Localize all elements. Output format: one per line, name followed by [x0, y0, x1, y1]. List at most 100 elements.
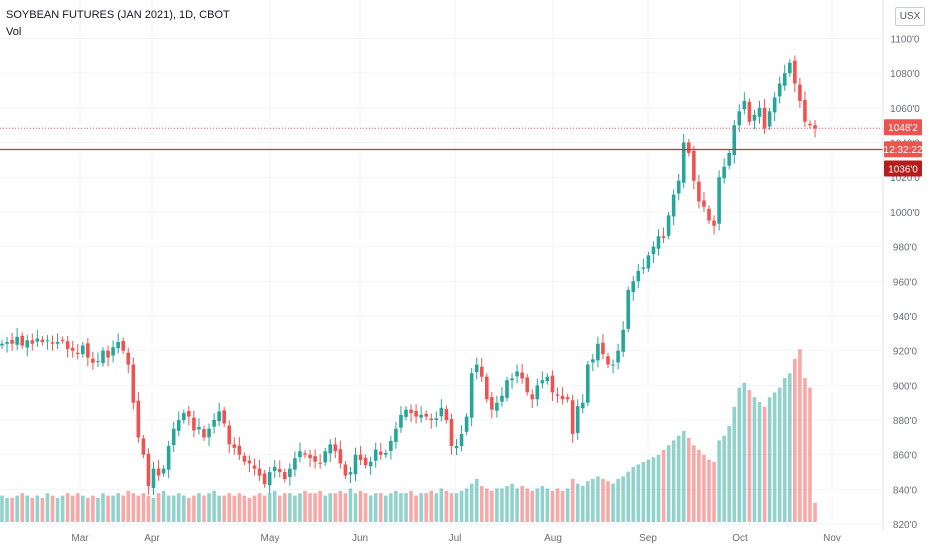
- candle-body: [0, 343, 4, 346]
- candle-body: [313, 456, 317, 462]
- price-tick-label: 840'0: [893, 485, 918, 496]
- volume-bar: [272, 490, 277, 522]
- candle-body: [687, 142, 691, 153]
- candle-body: [560, 395, 565, 400]
- volume-bar: [772, 392, 777, 522]
- candle-body: [646, 255, 651, 269]
- volume-bar: [55, 498, 60, 522]
- volume-bar: [798, 349, 802, 522]
- volume-bar: [449, 493, 454, 522]
- volume-bar: [641, 462, 646, 522]
- volume-bar: [303, 490, 307, 522]
- candle-body: [540, 380, 545, 384]
- symbol-title[interactable]: SOYBEAN FUTURES (JAN 2021), 1D, CBOT: [6, 9, 230, 21]
- candle-body: [86, 343, 90, 358]
- volume-bar: [732, 406, 737, 522]
- volume-bar: [505, 486, 509, 522]
- candle-body: [495, 402, 499, 411]
- candle-body: [60, 339, 65, 341]
- candle-body: [424, 413, 428, 417]
- volume-bar: [389, 493, 393, 522]
- candle-body: [414, 411, 418, 417]
- candle-body: [459, 433, 464, 447]
- alert-price-label: 1036'0: [888, 164, 918, 175]
- volume-bar: [752, 397, 757, 522]
- volume-bar: [500, 488, 504, 522]
- volume-bar: [671, 440, 676, 522]
- volume-bar: [666, 445, 671, 522]
- volume-bar: [727, 426, 731, 522]
- price-tick-label: 860'0: [893, 451, 918, 462]
- volume-bar: [591, 478, 595, 522]
- volume-bar: [86, 498, 90, 522]
- volume-bar: [469, 483, 474, 522]
- volume-bar: [35, 495, 40, 522]
- candle-body: [131, 364, 136, 403]
- volume-bar: [646, 459, 651, 522]
- volume-bar: [141, 493, 146, 522]
- candle-body: [479, 366, 484, 377]
- volume-bar: [267, 493, 272, 522]
- countdown-label: 12:32:22: [884, 145, 923, 156]
- candle-body: [586, 364, 590, 403]
- time-tick-label: Jul: [449, 533, 462, 544]
- candle-body: [550, 375, 555, 393]
- candle-body: [116, 342, 120, 349]
- volume-bar: [757, 402, 762, 522]
- volume-bar: [308, 493, 312, 522]
- volume-bar: [0, 495, 4, 522]
- volume-bar: [222, 495, 226, 522]
- candle-body: [641, 267, 646, 269]
- volume-bar: [530, 490, 535, 522]
- volume-bar: [601, 478, 605, 522]
- volume-bar: [404, 493, 408, 522]
- volume-bar: [570, 478, 575, 522]
- candle-body: [419, 414, 423, 418]
- candle-body: [121, 340, 125, 351]
- time-axis[interactable]: Mar Apr May Jun Jul Aug Sep Oct Nov: [71, 533, 841, 544]
- price-tick-label: 960'0: [893, 277, 918, 288]
- price-tick-label: 900'0: [893, 381, 918, 392]
- volume-bar: [313, 493, 317, 522]
- volume-bar: [45, 493, 50, 522]
- candle-body: [202, 429, 206, 438]
- candle-body: [151, 468, 156, 489]
- volume-bar: [70, 495, 75, 522]
- candle-body: [288, 468, 292, 477]
- price-lines: [0, 127, 883, 151]
- volume-bar: [722, 435, 726, 522]
- candle-body: [207, 428, 211, 438]
- price-axis[interactable]: 820'0 840'0 860'0 880'0 900'0 920'0 940'0 960'0…: [890, 34, 920, 531]
- volume-bar: [495, 488, 499, 522]
- candle-body: [368, 461, 373, 467]
- time-tick-label: Aug: [544, 533, 562, 544]
- candle-body: [429, 418, 434, 421]
- volume-bar: [293, 495, 297, 522]
- candle-body: [20, 335, 24, 346]
- volume-indicator-label[interactable]: Vol: [6, 26, 22, 38]
- volume-bar: [106, 495, 110, 522]
- candle-body: [283, 472, 287, 480]
- volume-bar: [464, 488, 469, 522]
- volume-bar: [91, 495, 95, 522]
- candle-body: [651, 246, 656, 255]
- volume-bar: [101, 493, 105, 522]
- volume-bar: [535, 488, 540, 522]
- candle-body: [767, 111, 772, 127]
- volume-bar: [525, 488, 529, 522]
- currency-button[interactable]: USX: [895, 7, 925, 26]
- candle-body: [65, 341, 70, 349]
- candle-body: [10, 339, 14, 344]
- candle-body: [96, 361, 100, 363]
- volume-bar: [378, 493, 383, 522]
- candle-body: [525, 377, 529, 393]
- candle-body: [692, 150, 696, 181]
- candle-body: [399, 414, 403, 428]
- volume-bar: [479, 486, 484, 522]
- candle-body: [777, 83, 782, 97]
- candle-body: [449, 419, 454, 447]
- volume-bar: [75, 493, 80, 522]
- candle-body: [338, 449, 343, 464]
- candle-body: [515, 371, 519, 377]
